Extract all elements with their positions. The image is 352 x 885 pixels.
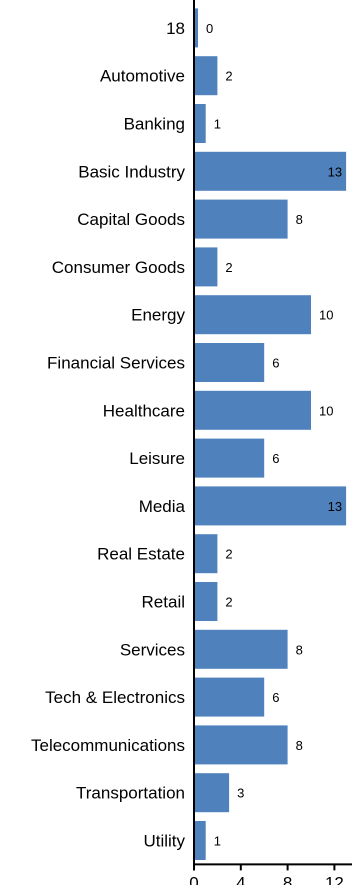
data-label: 2 — [225, 260, 232, 275]
tick-label: 0 — [189, 873, 198, 885]
bar — [194, 677, 265, 717]
value-axis-ticks-group: 0 4 8 12 — [189, 864, 344, 885]
data-label: 13 — [328, 164, 342, 179]
data-label: 6 — [272, 451, 279, 466]
category-label: Utility — [143, 832, 185, 851]
category-label: Retail — [142, 593, 185, 612]
data-label: 10 — [319, 308, 333, 323]
data-label: 6 — [272, 690, 279, 705]
bar — [194, 582, 218, 621]
bar — [194, 486, 347, 526]
tick-label: 8 — [283, 873, 292, 885]
category-label: Banking — [124, 115, 185, 134]
bar — [194, 438, 265, 478]
category-label: Financial Services — [47, 354, 185, 373]
data-label: 10 — [319, 403, 333, 418]
bar — [194, 56, 218, 96]
category-label: Capital Goods — [77, 210, 185, 229]
category-label: Media — [139, 497, 186, 516]
category-label: Automotive — [100, 67, 185, 86]
category-label: Telecommunications — [31, 736, 185, 755]
data-label: 2 — [225, 547, 232, 562]
data-label: 8 — [296, 212, 303, 227]
category-label: 18 — [166, 19, 185, 38]
data-label: 8 — [296, 642, 303, 657]
category-label: Basic Industry — [78, 162, 185, 181]
category-label: Leisure — [129, 449, 185, 468]
data-label: 0 — [206, 21, 213, 36]
tick-label: 12 — [325, 873, 344, 885]
bar — [194, 821, 206, 860]
category-label: Energy — [131, 306, 185, 325]
bars-group — [194, 8, 347, 860]
category-label: Services — [120, 640, 185, 659]
category-label: Tech & Electronics — [45, 688, 185, 707]
data-label: 3 — [237, 786, 244, 801]
data-label: 1 — [214, 117, 221, 132]
bar — [194, 8, 198, 48]
value-labels-group: 0 2 1 13 8 2 10 6 10 6 13 2 2 8 6 8 3 1 — [206, 21, 342, 849]
bar — [194, 247, 218, 287]
category-label: Transportation — [76, 784, 185, 803]
data-label: 6 — [272, 356, 279, 371]
bar — [194, 773, 230, 813]
data-label: 1 — [214, 834, 221, 849]
bar — [194, 534, 218, 574]
bar — [194, 629, 288, 669]
category-label: Real Estate — [97, 545, 185, 564]
data-label: 2 — [225, 595, 232, 610]
category-label: Consumer Goods — [52, 258, 185, 277]
data-label: 13 — [328, 499, 342, 514]
bar — [194, 295, 311, 335]
bar — [194, 104, 206, 143]
bar — [194, 390, 311, 430]
data-label: 2 — [225, 69, 232, 84]
bar — [194, 199, 288, 239]
bar — [194, 725, 288, 765]
category-label: Healthcare — [103, 401, 185, 420]
bar — [194, 343, 265, 382]
bar — [194, 151, 347, 191]
data-label: 8 — [296, 738, 303, 753]
tick-label: 4 — [236, 873, 245, 885]
category-labels-group: 18 Automotive Banking Basic Industry Capital… — [31, 19, 186, 851]
